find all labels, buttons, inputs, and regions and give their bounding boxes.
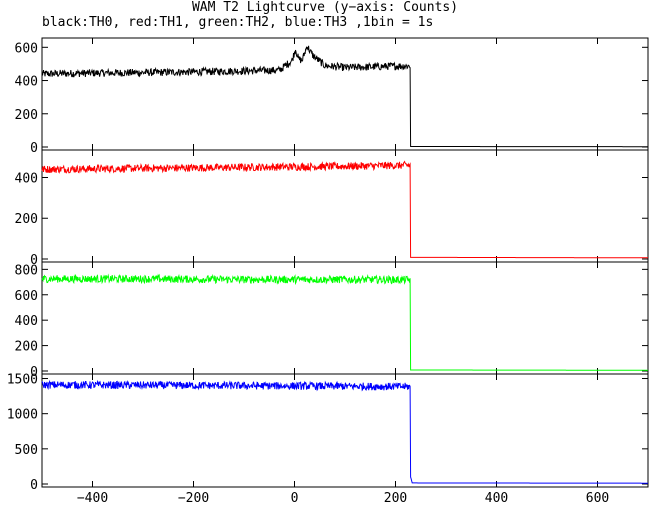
x-tick-label: 0 [291,491,299,505]
x-tick-label: −200 [178,491,209,505]
x-tick-label: 600 [586,491,609,505]
y-tick-label: 0 [30,365,38,380]
panel-frame-th3 [41,373,649,488]
y-tick-label: 500 [15,443,38,458]
y-tick-label: 400 [15,314,38,329]
y-tick-label: 600 [15,289,38,304]
y-tick-label: 1500 [7,373,38,388]
series-line-th3 [41,379,648,484]
y-tick-label: 200 [15,212,38,227]
series-line-th2 [41,273,648,371]
y-tick-label: 0 [30,141,38,156]
x-tick-label: −400 [77,491,108,505]
series-line-th1 [41,160,648,259]
series-line-th0 [41,45,648,148]
y-tick-label: 400 [15,75,38,90]
y-tick-label: 0 [30,478,38,493]
y-tick-label: 200 [15,108,38,123]
x-tick-label: 400 [485,491,508,505]
panel-frame-th0 [41,37,649,151]
chart-title: WAM T2 Lightcurve (y−axis: Counts) [191,0,459,15]
chart-subtitle: black:TH0, red:TH1, green:TH2, blue:TH3 … [42,15,434,30]
y-tick-label: 1000 [7,408,38,423]
y-tick-label: 400 [15,171,38,186]
y-tick-label: 800 [15,263,38,278]
y-tick-label: 200 [15,340,38,355]
y-tick-label: 0 [30,253,38,268]
y-tick-label: 600 [15,41,38,56]
x-tick-label: 200 [384,491,407,505]
